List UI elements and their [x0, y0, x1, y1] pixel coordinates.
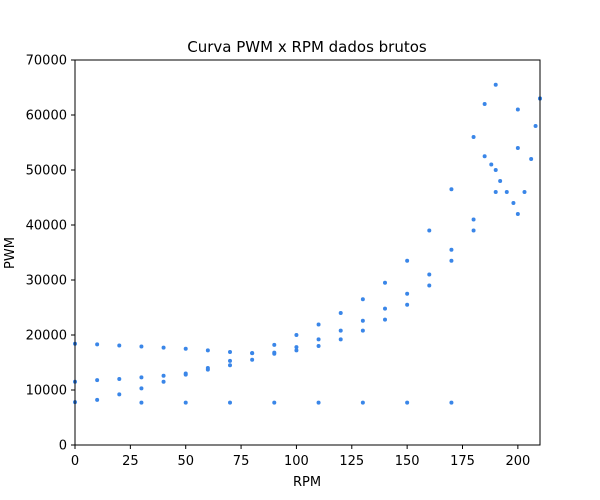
y-tick-label: 10000	[26, 384, 67, 399]
data-point	[272, 342, 277, 347]
data-point	[161, 379, 166, 384]
data-point	[482, 102, 487, 106]
data-point	[405, 291, 410, 296]
data-point	[405, 258, 410, 263]
data-point	[482, 154, 487, 159]
data-point	[471, 217, 476, 222]
data-point	[183, 371, 188, 376]
data-point	[228, 400, 232, 405]
y-tick-label: 40000	[26, 219, 67, 234]
data-point	[228, 358, 232, 363]
data-point	[515, 107, 520, 112]
data-point	[316, 337, 321, 342]
x-tick-label: 125	[339, 454, 364, 469]
data-point	[117, 343, 122, 348]
data-point	[449, 258, 454, 263]
data-point	[117, 377, 122, 381]
data-point	[471, 135, 476, 139]
data-point	[95, 397, 100, 402]
x-tick-label: 75	[233, 454, 250, 469]
scatter-points	[73, 82, 542, 405]
data-point	[493, 168, 498, 172]
y-tick-label: 30000	[26, 274, 67, 289]
data-point	[338, 328, 343, 333]
data-point	[511, 201, 516, 205]
data-point	[493, 190, 498, 194]
data-point	[250, 351, 255, 356]
data-point	[449, 247, 454, 252]
data-point	[272, 350, 277, 355]
data-point	[383, 280, 387, 285]
data-point	[338, 337, 343, 342]
data-point	[504, 190, 509, 194]
y-axis: 0 10000 20000 30000 40000 50000 60000 70000	[26, 54, 75, 454]
data-point	[228, 363, 232, 368]
data-point	[522, 190, 527, 194]
y-tick-label: 50000	[26, 164, 67, 179]
data-point	[498, 179, 503, 183]
data-point	[294, 345, 299, 350]
y-tick-label: 20000	[26, 329, 67, 344]
data-point	[95, 378, 100, 383]
data-point	[161, 345, 166, 350]
data-point	[228, 350, 232, 355]
data-point	[205, 367, 210, 372]
plot-frame	[74, 59, 541, 446]
data-point	[515, 212, 520, 216]
data-point	[360, 318, 365, 323]
data-point	[449, 400, 454, 405]
x-tick-label: 0	[71, 454, 79, 469]
x-tick-label: 100	[284, 454, 309, 469]
data-point	[405, 302, 410, 307]
data-point	[139, 386, 144, 391]
data-point	[161, 373, 166, 378]
data-point	[183, 346, 188, 351]
y-axis-label: PWM	[3, 237, 18, 269]
data-point	[427, 228, 432, 233]
data-point	[250, 357, 255, 362]
data-point	[338, 311, 343, 315]
data-point	[493, 82, 498, 87]
data-point	[383, 317, 387, 322]
data-point	[427, 272, 432, 277]
y-tick-label: 60000	[26, 109, 67, 124]
data-point	[272, 400, 277, 405]
data-point	[117, 392, 122, 397]
x-tick-label: 50	[177, 454, 194, 469]
data-point	[183, 400, 188, 405]
data-point	[294, 333, 299, 337]
x-tick-label: 200	[505, 454, 530, 469]
data-point	[515, 146, 520, 150]
x-axis-label: RPM	[293, 475, 321, 490]
y-tick-label: 70000	[26, 54, 67, 69]
data-point	[316, 400, 321, 405]
data-point	[427, 283, 432, 288]
data-point	[316, 322, 321, 327]
data-point	[360, 328, 365, 333]
data-point	[360, 297, 365, 302]
data-point	[95, 342, 100, 347]
data-point	[383, 306, 387, 311]
data-point	[489, 162, 494, 167]
data-point	[139, 375, 144, 380]
x-axis: 0 25 50 75 100 125 150 175 200	[71, 445, 530, 469]
x-tick-label: 150	[395, 454, 420, 469]
data-point	[533, 124, 538, 128]
data-point	[316, 344, 321, 348]
data-point	[529, 157, 534, 161]
data-point	[471, 228, 476, 233]
x-tick-label: 175	[450, 454, 475, 469]
data-point	[405, 400, 410, 405]
data-point	[294, 348, 299, 353]
data-point	[449, 187, 454, 192]
chart-title: Curva PWM x RPM dados brutos	[187, 38, 427, 56]
data-point	[360, 400, 365, 405]
data-point	[205, 348, 210, 353]
data-point	[139, 400, 144, 405]
y-tick-label: 0	[59, 439, 67, 454]
data-point	[139, 344, 144, 349]
x-tick-label: 25	[122, 454, 139, 469]
